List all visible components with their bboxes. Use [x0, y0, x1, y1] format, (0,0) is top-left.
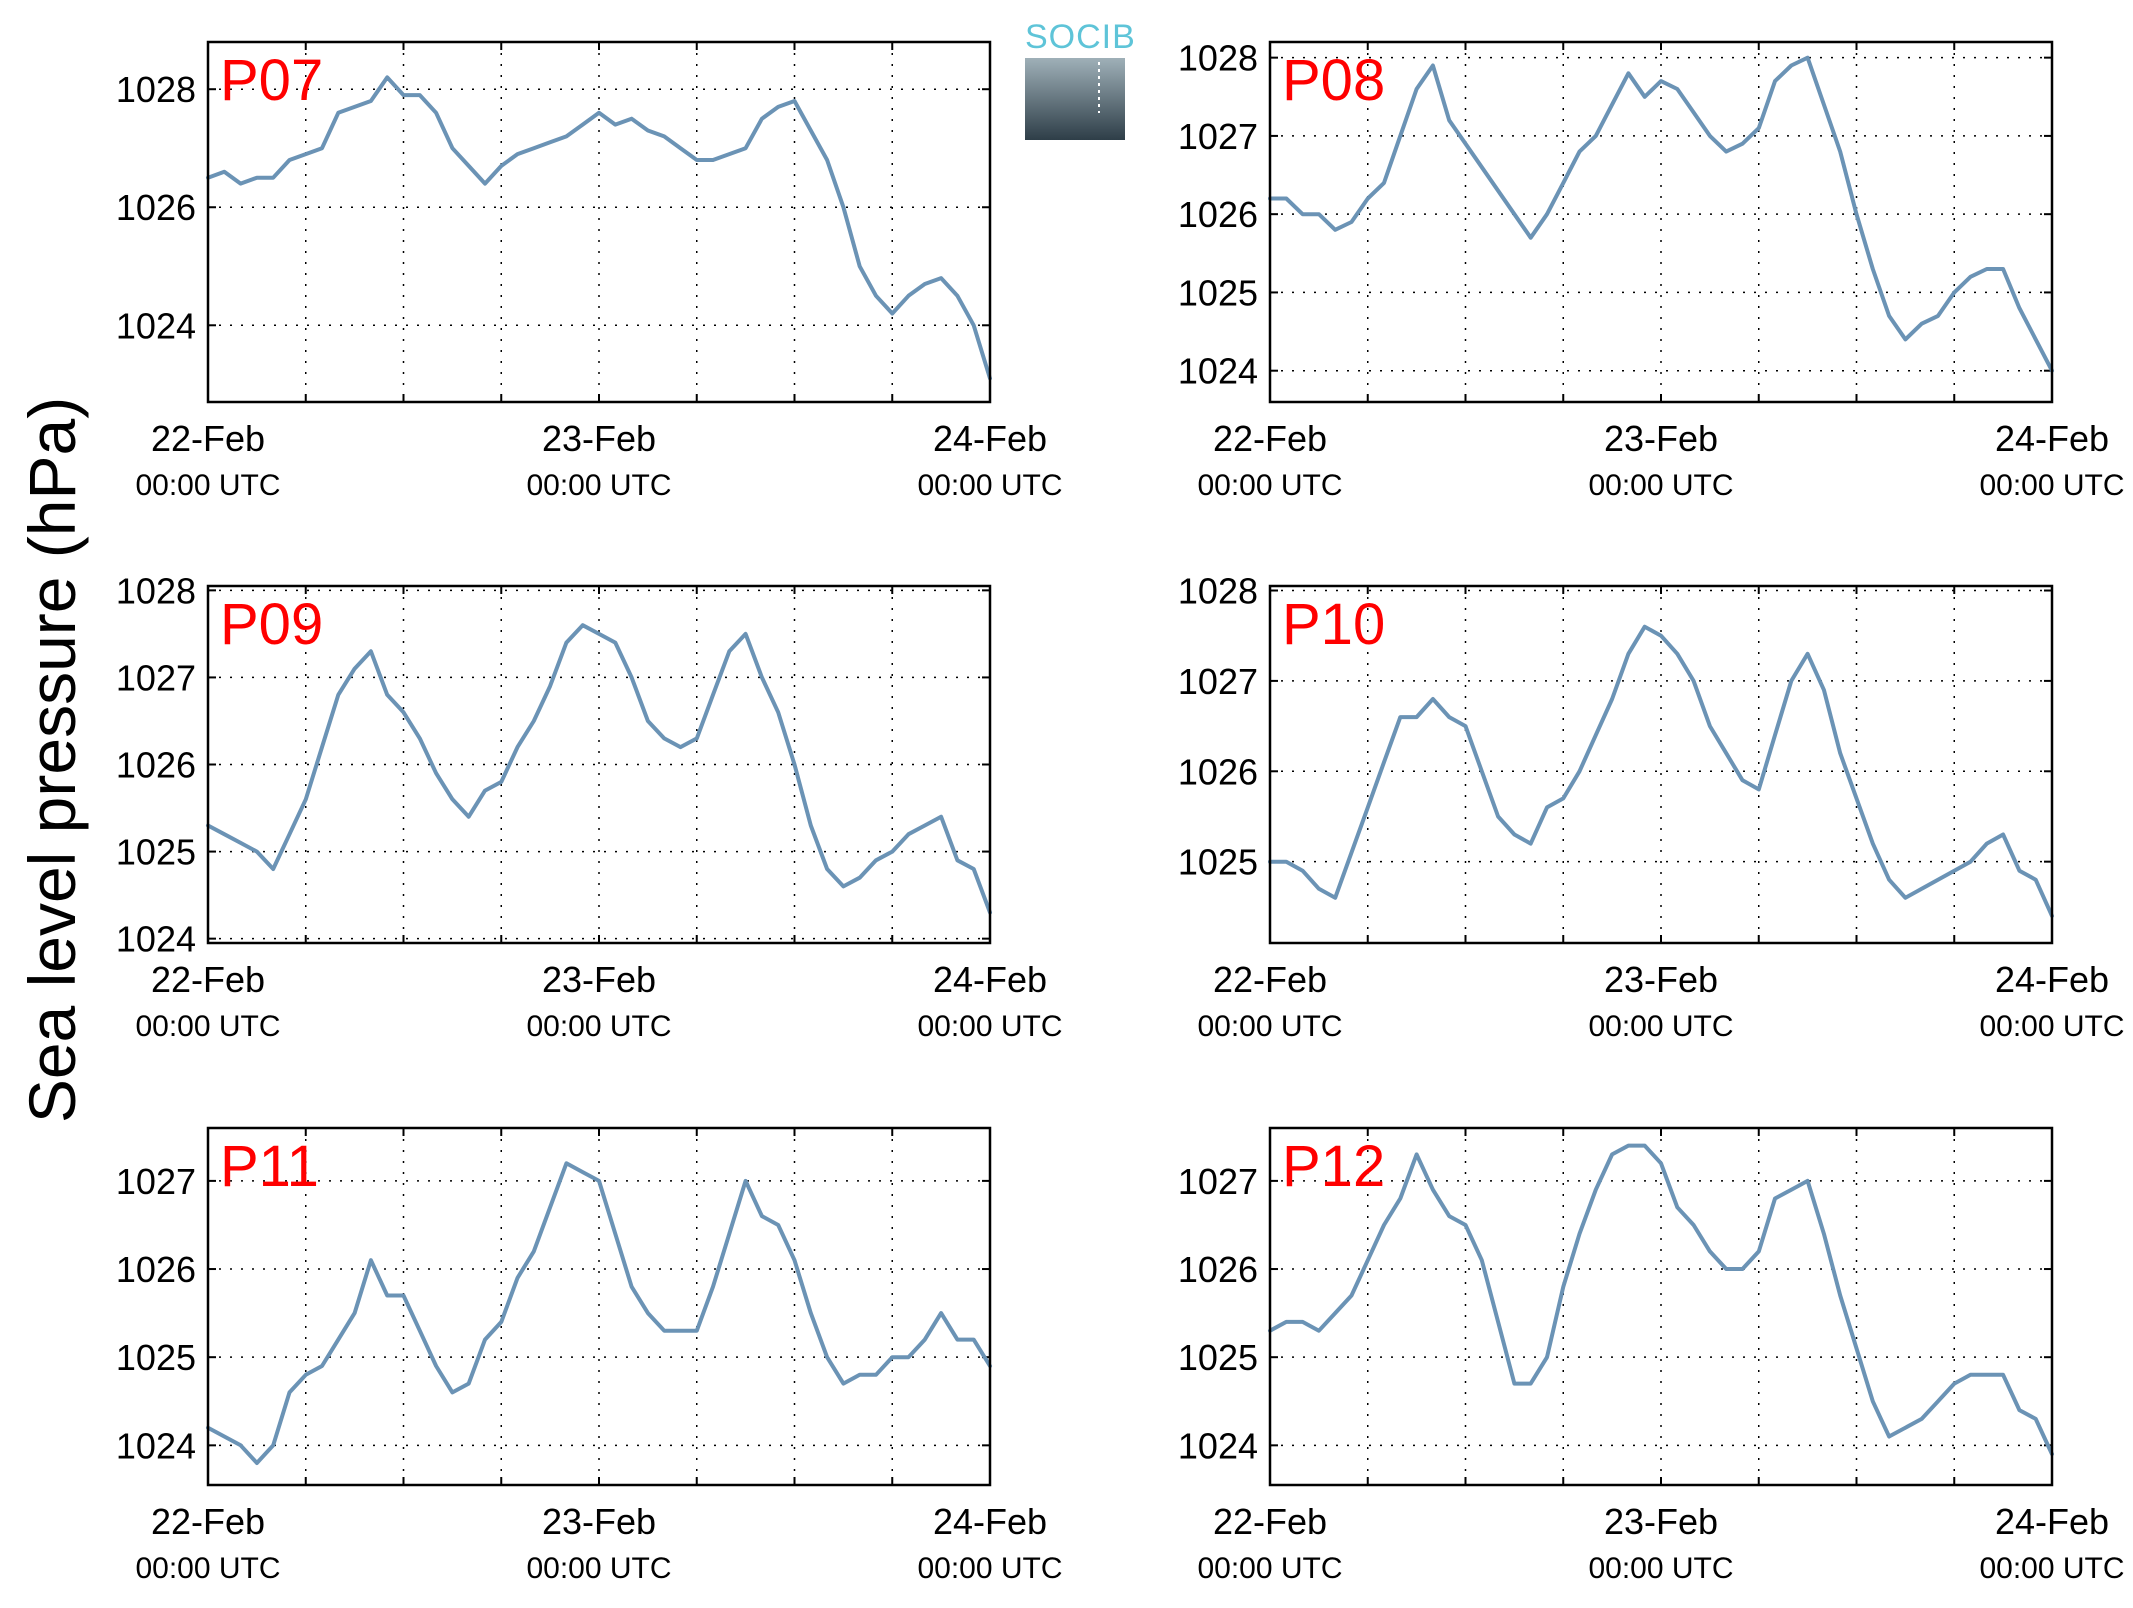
x-tick-label: 22-Feb [1213, 959, 1327, 1000]
x-tick-sublabel: 00:00 UTC [135, 469, 280, 502]
y-tick-label: 1026 [1178, 1249, 1258, 1290]
series-line [206, 623, 992, 915]
x-tick-label: 24-Feb [933, 1501, 1047, 1542]
panel-p10: 1025 1026 1027 1028 22-Feb 00:00 UTC 23-Feb 00:… [1178, 571, 2125, 1043]
series-line [206, 1161, 992, 1465]
panel-label: P12 [1282, 1134, 1385, 1199]
panel-label: P07 [220, 48, 323, 113]
panel-p09: 1024 1025 1026 1027 1028 22-Feb 00:00 UTC 23-Fe… [116, 570, 1063, 1043]
axes-frame [206, 1126, 992, 1487]
series-line [1268, 1143, 2054, 1457]
x-tick-sublabel: 00:00 UTC [917, 1552, 1062, 1585]
x-tick-label: 23-Feb [1604, 959, 1718, 1000]
series-line [1268, 624, 2054, 918]
x-tick-label: 24-Feb [1995, 1501, 2109, 1542]
y-tick-label: 1024 [116, 919, 196, 960]
panel-p11: 1024 1025 1026 1027 22-Feb 00:00 UTC 23-Feb 00:… [116, 1126, 1063, 1585]
x-tick-sublabel: 00:00 UTC [1979, 1010, 2124, 1043]
y-tick-label: 1026 [1178, 751, 1258, 792]
y-tick-label: 1027 [1178, 661, 1258, 702]
y-tick-label: 1024 [1178, 1425, 1258, 1466]
y-tick-label: 1028 [1178, 38, 1258, 79]
socib-logo: SOCIB [1025, 18, 1136, 140]
y-tick-label: 1025 [116, 1337, 196, 1378]
y-tick-label: 1027 [116, 657, 196, 698]
x-tick-label: 24-Feb [933, 959, 1047, 1000]
x-tick-label: 23-Feb [542, 418, 656, 459]
y-tick-label: 1027 [1178, 116, 1258, 157]
logo-text: SOCIB [1025, 18, 1136, 56]
x-tick-sublabel: 00:00 UTC [1197, 1552, 1342, 1585]
x-tick-sublabel: 00:00 UTC [917, 1010, 1062, 1043]
x-tick-sublabel: 00:00 UTC [1979, 1552, 2124, 1585]
x-tick-sublabel: 00:00 UTC [526, 1010, 671, 1043]
x-tick-sublabel: 00:00 UTC [917, 469, 1062, 502]
x-tick-sublabel: 00:00 UTC [1588, 1010, 1733, 1043]
x-tick-sublabel: 00:00 UTC [526, 1552, 671, 1585]
x-tick-label: 24-Feb [1995, 418, 2109, 459]
x-tick-label: 24-Feb [1995, 959, 2109, 1000]
y-tick-label: 1026 [116, 745, 196, 786]
axes-frame [1268, 584, 2054, 945]
axes-frame [206, 40, 992, 404]
y-tick-label: 1026 [1178, 194, 1258, 235]
axes-frame [1268, 40, 2054, 404]
y-tick-label: 1025 [1178, 1337, 1258, 1378]
y-tick-label: 1024 [116, 305, 196, 346]
x-tick-sublabel: 00:00 UTC [135, 1010, 280, 1043]
y-tick-label: 1028 [1178, 571, 1258, 612]
y-tick-label: 1028 [116, 570, 196, 611]
x-tick-label: 23-Feb [1604, 418, 1718, 459]
x-tick-label: 22-Feb [1213, 1501, 1327, 1542]
y-tick-label: 1027 [1178, 1161, 1258, 1202]
y-tick-label: 1025 [1178, 842, 1258, 883]
x-tick-sublabel: 00:00 UTC [1979, 469, 2124, 502]
x-tick-label: 24-Feb [933, 418, 1047, 459]
panel-label: P10 [1282, 592, 1385, 657]
x-tick-sublabel: 00:00 UTC [1588, 1552, 1733, 1585]
x-tick-sublabel: 00:00 UTC [526, 469, 671, 502]
x-tick-sublabel: 00:00 UTC [1197, 469, 1342, 502]
axes-frame [206, 584, 992, 945]
x-tick-label: 22-Feb [151, 1501, 265, 1542]
panel-label: P09 [220, 592, 323, 657]
y-tick-label: 1027 [116, 1161, 196, 1202]
panel-label: P11 [220, 1134, 319, 1199]
panel-p12: 1024 1025 1026 1027 22-Feb 00:00 UTC 23-Feb 00:… [1178, 1126, 2125, 1585]
series-line [1268, 55, 2054, 373]
x-tick-label: 22-Feb [151, 959, 265, 1000]
x-tick-label: 23-Feb [542, 1501, 656, 1542]
panel-p07: 1024 1026 1028 22-Feb 00:00 UTC 23-Feb 00:00 U… [116, 40, 1063, 502]
y-tick-label: 1025 [1178, 272, 1258, 313]
x-tick-sublabel: 00:00 UTC [1588, 469, 1733, 502]
panels: 1024 1026 1028 22-Feb 00:00 UTC 23-Feb 00:00 U… [116, 38, 2125, 1585]
axes-frame [1268, 1126, 2054, 1487]
series-line [206, 75, 992, 381]
y-tick-label: 1028 [116, 69, 196, 110]
x-tick-label: 23-Feb [542, 959, 656, 1000]
x-tick-label: 23-Feb [1604, 1501, 1718, 1542]
x-tick-sublabel: 00:00 UTC [135, 1552, 280, 1585]
y-tick-label: 1026 [116, 1249, 196, 1290]
x-tick-sublabel: 00:00 UTC [1197, 1010, 1342, 1043]
panel-p08: 1024 1025 1026 1027 1028 22-Feb 00:00 UTC 23-Fe… [1178, 38, 2125, 502]
y-axis-label: Sea level pressure (hPa) [15, 397, 89, 1123]
y-tick-label: 1025 [116, 832, 196, 873]
y-tick-label: 1026 [116, 187, 196, 228]
x-tick-label: 22-Feb [151, 418, 265, 459]
panel-label: P08 [1282, 48, 1385, 113]
x-tick-label: 22-Feb [1213, 418, 1327, 459]
y-tick-label: 1024 [1178, 351, 1258, 392]
y-tick-label: 1024 [116, 1425, 196, 1466]
